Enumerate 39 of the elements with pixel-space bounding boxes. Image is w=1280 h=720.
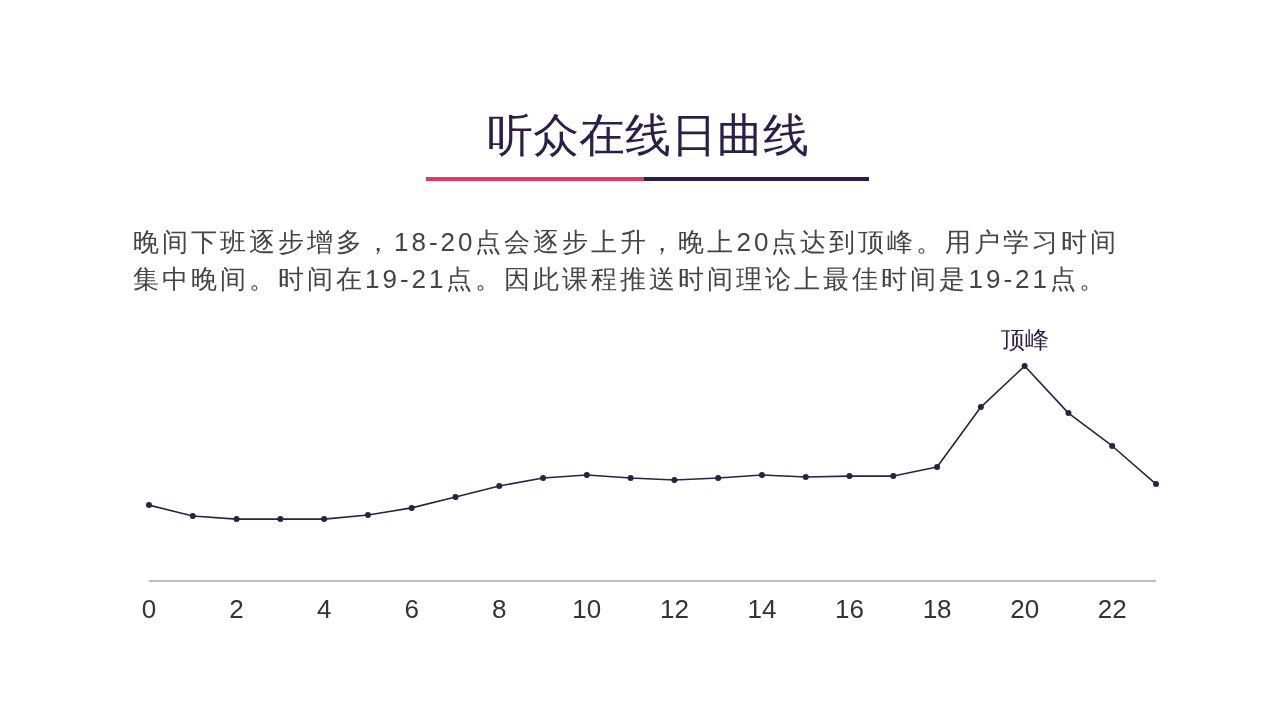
x-tick-label: 20 <box>1010 594 1040 624</box>
point <box>934 464 941 471</box>
x-tick-label: 10 <box>572 594 602 624</box>
point <box>364 512 371 518</box>
x-tick-label: 0 <box>141 594 157 624</box>
x-tick-label: 2 <box>229 594 244 624</box>
point <box>540 475 547 482</box>
x-tick-label: 8 <box>492 594 507 624</box>
point <box>977 404 984 411</box>
point <box>715 475 722 482</box>
point <box>321 516 328 523</box>
point <box>496 482 503 489</box>
point <box>452 493 459 500</box>
x-tick-label: 14 <box>747 594 777 624</box>
point <box>146 502 152 509</box>
point <box>583 472 590 479</box>
point <box>846 473 853 480</box>
point <box>671 476 678 483</box>
chart-subtitle: 晚间下班逐步增多，18-20点会逐步上升，晚上20点达到顶峰。用户学习时间集中晚间。时间在19-21点。因此课程推送时间理论上最佳时间是19-21点。 <box>133 227 1120 294</box>
point <box>1065 410 1072 417</box>
point <box>1153 481 1159 488</box>
x-tick-label: 6 <box>404 594 419 624</box>
point <box>233 516 240 523</box>
x-tick-label: 12 <box>659 594 689 624</box>
point <box>758 472 765 479</box>
point <box>1109 442 1116 449</box>
chart-title: 听众在线日曲线 <box>487 109 809 161</box>
point <box>890 473 897 480</box>
x-tick-label: 22 <box>1097 594 1127 624</box>
point <box>802 473 809 480</box>
point <box>408 504 415 511</box>
x-tick-label: 16 <box>835 594 864 624</box>
annotation: 顶峰 <box>1000 326 1049 353</box>
point <box>189 513 196 520</box>
x-tick-label: 4 <box>316 594 332 624</box>
point <box>277 516 284 523</box>
point <box>1021 363 1028 369</box>
point <box>627 475 634 482</box>
x-tick-label: 18 <box>922 594 952 624</box>
